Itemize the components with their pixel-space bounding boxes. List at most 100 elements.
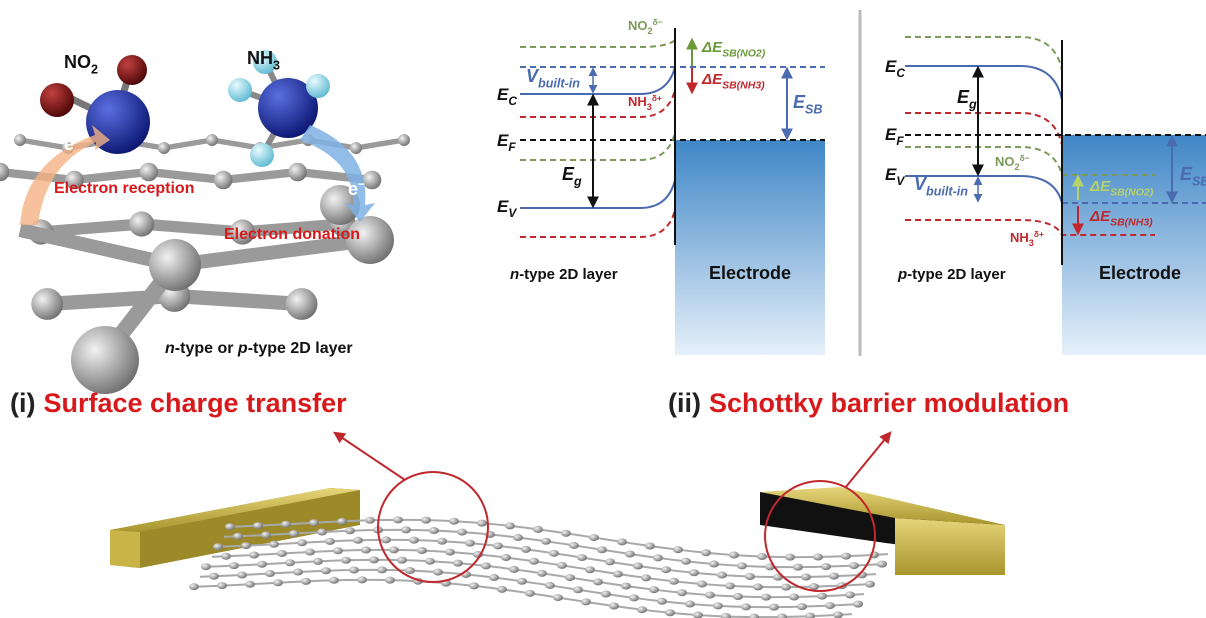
ec-label-main: E <box>885 57 897 76</box>
ev-label-main: E <box>497 197 509 216</box>
mesh-atom <box>741 603 751 610</box>
mesh-atom <box>689 569 699 576</box>
conduction-band <box>905 66 1062 100</box>
esb-label-sub: SB <box>1192 174 1206 188</box>
mesh-atom <box>245 581 255 588</box>
mesh-atom <box>529 558 539 565</box>
electrode-front <box>110 530 140 568</box>
mesh-atom <box>865 581 875 588</box>
mesh-atom <box>613 570 623 577</box>
mesh-atom <box>189 583 199 590</box>
mesh-atom <box>541 538 551 545</box>
valence-band <box>520 180 675 208</box>
ion-label-sup: δ− <box>1020 153 1030 163</box>
ion-label-sup: δ+ <box>652 93 662 103</box>
zoom-circle <box>378 472 488 582</box>
bond <box>212 140 260 148</box>
mesh-atom <box>553 594 563 601</box>
mesh-atom <box>789 593 799 600</box>
mesh-atom <box>709 561 719 568</box>
ion-label-sub: 3 <box>647 102 652 112</box>
mesh-atom <box>253 522 263 529</box>
delta-label-sub: SB(NO2) <box>1110 187 1154 199</box>
delta-label: ΔESB(NH3) <box>701 71 765 92</box>
mesh-atom <box>317 529 327 536</box>
bond <box>175 240 370 265</box>
mesh-atom <box>425 558 435 565</box>
mesh-atom <box>761 594 771 601</box>
mesh-atom <box>781 584 791 591</box>
mesh-atom <box>557 562 567 569</box>
mechanism-index: (ii) <box>668 388 701 418</box>
mesh-atom <box>633 563 643 570</box>
mesh-atom <box>657 598 667 605</box>
mesh-atom <box>349 566 359 573</box>
no2-level <box>520 133 675 160</box>
ion-label-sub: 2 <box>648 26 653 36</box>
mesh-atom <box>401 526 411 533</box>
mesh-atom <box>629 594 639 601</box>
mesh-atom <box>417 547 427 554</box>
donation-label: Electron donation <box>224 226 360 243</box>
ion-label: NO2δ− <box>995 153 1030 172</box>
mesh-atom <box>749 614 759 618</box>
mesh-atom <box>257 561 267 568</box>
mesh-atom <box>649 586 659 593</box>
electron-label-sup: − <box>358 178 365 191</box>
atom <box>149 239 201 291</box>
atom <box>140 163 159 182</box>
atom <box>129 211 154 236</box>
layer-label-part: -type or <box>175 340 238 357</box>
mesh-atom <box>617 538 627 545</box>
mesh-atom <box>293 569 303 576</box>
mesh-atom <box>853 601 863 608</box>
mesh-atom <box>717 572 727 579</box>
atom <box>286 288 318 320</box>
mesh-atom <box>377 566 387 573</box>
mesh-atom <box>289 530 299 537</box>
mesh-atom <box>381 536 391 543</box>
mesh-atom <box>745 573 755 580</box>
delta-label-sub: SB(NO2) <box>722 48 766 60</box>
mesh-atom <box>673 546 683 553</box>
mesh-atom <box>677 589 687 596</box>
delta-label: ΔESB(NO2) <box>701 39 766 60</box>
atom <box>288 163 307 182</box>
mesh-atom <box>221 553 231 560</box>
mesh-atom <box>777 613 787 618</box>
mesh-atom <box>701 549 711 556</box>
ef-label: EF <box>497 131 516 154</box>
layer-label: n-type or p-type 2D layer <box>165 340 353 357</box>
eg-label: Eg <box>562 164 582 188</box>
no2-level <box>520 40 675 47</box>
mesh-atom <box>685 601 695 608</box>
ec-label-sub: C <box>896 66 905 80</box>
mesh-atom <box>849 562 859 569</box>
mesh-atom <box>877 561 887 568</box>
mesh-atom <box>733 593 743 600</box>
mesh-atom <box>301 578 311 585</box>
mesh-atom <box>269 541 279 548</box>
nh3-level <box>520 210 675 237</box>
ef-label-main: E <box>885 125 897 144</box>
layer-label-part: p <box>237 340 248 357</box>
ion-label-main: NH <box>628 94 647 109</box>
atom <box>31 288 63 320</box>
ion-label-main: NO <box>628 18 648 33</box>
mesh-atom <box>213 543 223 550</box>
mesh-atom <box>605 558 615 565</box>
atom <box>350 142 362 154</box>
mesh-atom <box>729 552 739 559</box>
mesh-atom <box>489 574 499 581</box>
mesh-atom <box>237 571 247 578</box>
mesh-atom <box>725 582 735 589</box>
mesh-atom <box>341 557 351 564</box>
atom <box>306 74 330 98</box>
ev-label: EV <box>885 165 905 188</box>
mesh-atom <box>737 562 747 569</box>
mesh-atom <box>801 573 811 580</box>
layer-label-part: n <box>165 340 175 357</box>
mechanism-name: Schottky barrier modulation <box>709 388 1069 418</box>
eg-label: Eg <box>957 87 977 111</box>
ion-label: NH3δ+ <box>628 93 662 112</box>
